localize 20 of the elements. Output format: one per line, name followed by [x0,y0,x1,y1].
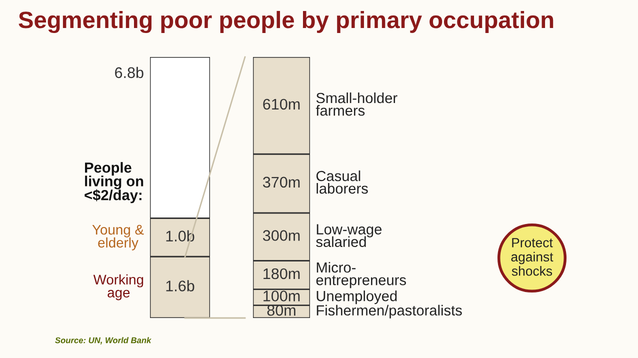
series-label: Unemployed [316,290,397,304]
series-label: Micro- entrepreneurs [316,262,406,288]
data-label: 370m [262,176,300,188]
data-label: 100m [264,290,300,302]
data-label: 1.0b [166,230,194,242]
series-label: Small-holder farmers [316,92,398,116]
data-label: 300m [262,230,300,241]
series-label: Fishermen/pastoralists [316,304,462,318]
total-label: 6.8b [115,66,144,78]
source-note: Source: UN, World Bank [55,337,152,344]
series-label: Young & elderly [92,224,144,250]
series-label: Working age [93,274,144,300]
data-label: 180m [264,268,300,280]
data-label: 610m [263,98,300,110]
text: Protect against shocks [511,238,554,276]
text: People living on <$2/day: [84,162,144,204]
series-label: Low-wage salaried [316,224,382,248]
text: Segmenting poor people by primary occupation [18,10,554,34]
series-label: Casual laborers [316,170,368,194]
data-label: 1.6b [166,280,194,292]
